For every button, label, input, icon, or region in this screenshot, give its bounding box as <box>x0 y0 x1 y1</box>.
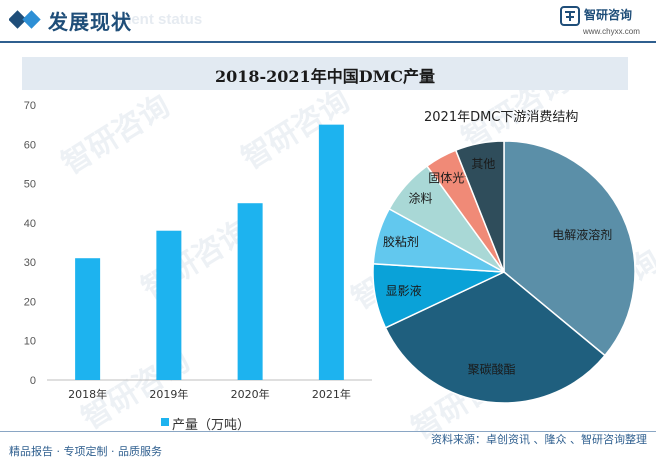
pie-slice-电解液溶剂 <box>503 140 636 357</box>
chart-title: 2018-2021年中国DMC产量 <box>214 67 436 86</box>
pie-label: 显影液 <box>386 283 422 298</box>
y-tick-label: 60 <box>24 139 36 151</box>
brand-url: www.chyxx.com <box>583 27 640 36</box>
pie-label: 涂料 <box>408 190 432 205</box>
bar-2018年 <box>75 258 101 380</box>
pie-title: 2021年DMC下游消费结构 <box>424 110 579 125</box>
pie-label: 胶粘剂 <box>383 234 419 249</box>
brand-name: 智研咨询 <box>584 8 633 22</box>
y-tick-label: 30 <box>24 257 36 269</box>
bar-2020年 <box>237 203 263 380</box>
section-header: ment status 发展现状 智研咨询 www.chyxx.com <box>0 0 656 44</box>
y-tick-label: 20 <box>24 296 36 308</box>
footer-slogan: 精品报告 · 专项定制 · 品质服务 <box>9 445 162 458</box>
legend-label: 产量（万吨） <box>172 418 251 433</box>
bar-2019年 <box>156 230 182 380</box>
footer-divider <box>0 431 656 432</box>
brand-logo-icon <box>560 6 580 26</box>
pie-slice-其他 <box>454 140 505 273</box>
chart-title-band: 2018-2021年中国DMC产量 <box>22 57 628 90</box>
pie-label: 聚碳酸酯 <box>468 361 516 376</box>
y-tick-label: 10 <box>24 336 36 348</box>
legend-swatch <box>161 418 169 426</box>
header-divider <box>0 41 656 43</box>
footer-source: 资料来源：卓创资讯 、隆众 、智研咨询整理 <box>431 433 647 446</box>
x-tick-label: 2021年 <box>312 387 351 401</box>
x-tick-label: 2019年 <box>149 387 188 401</box>
y-tick-label: 70 <box>24 100 36 112</box>
x-tick-label: 2018年 <box>68 387 107 401</box>
section-bullet-icon <box>9 10 41 29</box>
pie-label: 电解液溶剂 <box>552 227 612 242</box>
section-subtitle: ment status <box>118 11 203 28</box>
x-tick-label: 2020年 <box>231 387 270 401</box>
pie-slice-聚碳酸酯 <box>384 271 606 404</box>
y-tick-label: 0 <box>30 375 36 387</box>
y-tick-label: 50 <box>24 179 36 191</box>
bar-2021年 <box>318 124 344 381</box>
y-tick-label: 40 <box>24 218 36 230</box>
section-title: 发展现状 <box>48 10 132 34</box>
pie-label: 其他 <box>471 157 495 171</box>
